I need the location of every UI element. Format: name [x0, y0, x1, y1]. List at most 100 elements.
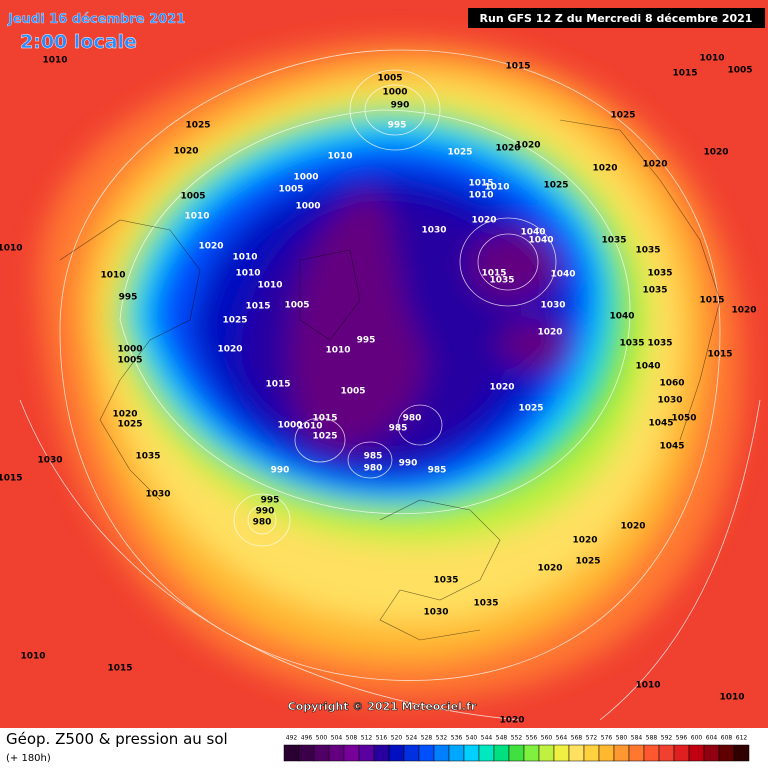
colorbar-swatch [583, 744, 600, 762]
pressure-label: 1020 [572, 536, 597, 546]
footer-lead: (+ 180h) [6, 753, 51, 764]
pressure-label: 985 [428, 466, 447, 476]
pressure-label: 1020 [471, 216, 496, 226]
pressure-label: 1020 [642, 160, 667, 170]
pressure-label: 1035 [642, 286, 667, 296]
pressure-label: 980 [364, 464, 383, 474]
colorbar-label: 496 [301, 735, 313, 742]
pressure-label: 995 [261, 496, 280, 506]
pressure-label: 1010 [327, 152, 352, 162]
pressure-label: 1005 [278, 185, 303, 195]
pressure-label: 1010 [100, 271, 125, 281]
pressure-label: 1010 [235, 269, 260, 279]
pressure-label: 1030 [540, 301, 565, 311]
pressure-label: 1000 [295, 202, 320, 212]
colorbar-label: 560 [541, 735, 553, 742]
colorbar-label: 492 [286, 735, 298, 742]
pressure-label: 1025 [185, 121, 210, 131]
colorbar-swatch [508, 744, 525, 762]
pressure-label: 1035 [135, 452, 160, 462]
colorbar-swatch [463, 744, 480, 762]
pressure-label: 1020 [537, 328, 562, 338]
pressure-label: 1020 [703, 148, 728, 158]
pressure-label: 1040 [520, 228, 545, 238]
pressure-label: 1030 [423, 608, 448, 618]
pressure-label: 985 [389, 424, 408, 434]
colorbar-label: 528 [421, 735, 433, 742]
colorbar-label: 592 [661, 735, 673, 742]
pressure-label: 1015 [672, 69, 697, 79]
pressure-label: 1010 [257, 281, 282, 291]
pressure-label: 1000 [293, 173, 318, 183]
colorbar-label: 584 [631, 735, 643, 742]
pressure-label: 995 [388, 121, 407, 131]
colorbar-swatch [613, 744, 630, 762]
pressure-label: 1045 [659, 442, 684, 452]
pressure-label: 990 [391, 101, 410, 111]
colorbar-label: 540 [466, 735, 478, 742]
colorbar-label: 604 [706, 735, 718, 742]
pressure-label: 1005 [284, 301, 309, 311]
pressure-label: 1030 [145, 490, 170, 500]
colorbar-label: 588 [646, 735, 658, 742]
run-text: Run GFS 12 Z du Mercredi 8 décembre 2021 [480, 12, 753, 25]
colorbar-swatch [373, 744, 390, 762]
colorbar-swatch [298, 744, 315, 762]
pressure-label: 1025 [312, 432, 337, 442]
pressure-label: 1035 [647, 269, 672, 279]
pressure-label: 1020 [515, 141, 540, 151]
pressure-label: 1040 [609, 312, 634, 322]
pressure-label: 1025 [543, 181, 568, 191]
colorbar-label: 572 [586, 735, 598, 742]
colorbar-label: 512 [361, 735, 373, 742]
pressure-label: 1035 [489, 276, 514, 286]
pressure-label: 1005 [377, 74, 402, 84]
pressure-label: 1035 [647, 339, 672, 349]
pressure-label: 1025 [575, 557, 600, 567]
pressure-label: 980 [253, 518, 272, 528]
pressure-label: 1030 [657, 396, 682, 406]
pressure-label: 1025 [222, 316, 247, 326]
time-text: 2:00 locale [20, 31, 137, 53]
pressure-label: 1015 [481, 269, 506, 279]
pressure-label: 1000 [382, 88, 407, 98]
pressure-label: 1020 [173, 147, 198, 157]
colorbar-swatch [328, 744, 345, 762]
pressure-label: 1005 [727, 66, 752, 76]
pressure-label: 1015 [107, 664, 132, 674]
colorbar-swatch [718, 744, 735, 762]
pressure-label: 1025 [518, 404, 543, 414]
colorbar-swatch [673, 744, 690, 762]
pressure-label: 1020 [499, 716, 524, 726]
pressure-label: 1010 [699, 54, 724, 64]
colorbar-swatch [478, 744, 495, 762]
colorbar-label: 520 [391, 735, 403, 742]
pressure-label: 1010 [484, 183, 509, 193]
colorbar-swatch [388, 744, 405, 762]
colorbar-label: 532 [436, 735, 448, 742]
colorbar-label: 556 [526, 735, 538, 742]
colorbar-label: 524 [406, 735, 418, 742]
pressure-label: 990 [256, 507, 275, 517]
colorbar-label: 580 [616, 735, 628, 742]
colorbar-swatch [313, 744, 330, 762]
pressure-label: 1010 [42, 56, 67, 66]
pressure-label: 1015 [312, 414, 337, 424]
colorbar: 492 496 500 504 508 512 516 520 524 528 532 536 540 5… [283, 735, 750, 762]
pressure-label: 1020 [489, 383, 514, 393]
pressure-label: 1025 [447, 148, 472, 158]
pressure-label: 1010 [468, 191, 493, 201]
pressure-label: 990 [271, 466, 290, 476]
colorbar-label: 568 [571, 735, 583, 742]
pressure-label: 1000 [277, 421, 302, 431]
pressure-label: 995 [119, 293, 138, 303]
pressure-label: 1020 [592, 164, 617, 174]
pressure-label: 1060 [659, 379, 684, 389]
colorbar-label: 544 [481, 735, 493, 742]
run-box [468, 8, 765, 28]
pressure-label: 980 [403, 414, 422, 424]
colorbar-swatch [523, 744, 540, 762]
pressure-label: 1020 [495, 144, 520, 154]
pressure-label: 1035 [433, 576, 458, 586]
